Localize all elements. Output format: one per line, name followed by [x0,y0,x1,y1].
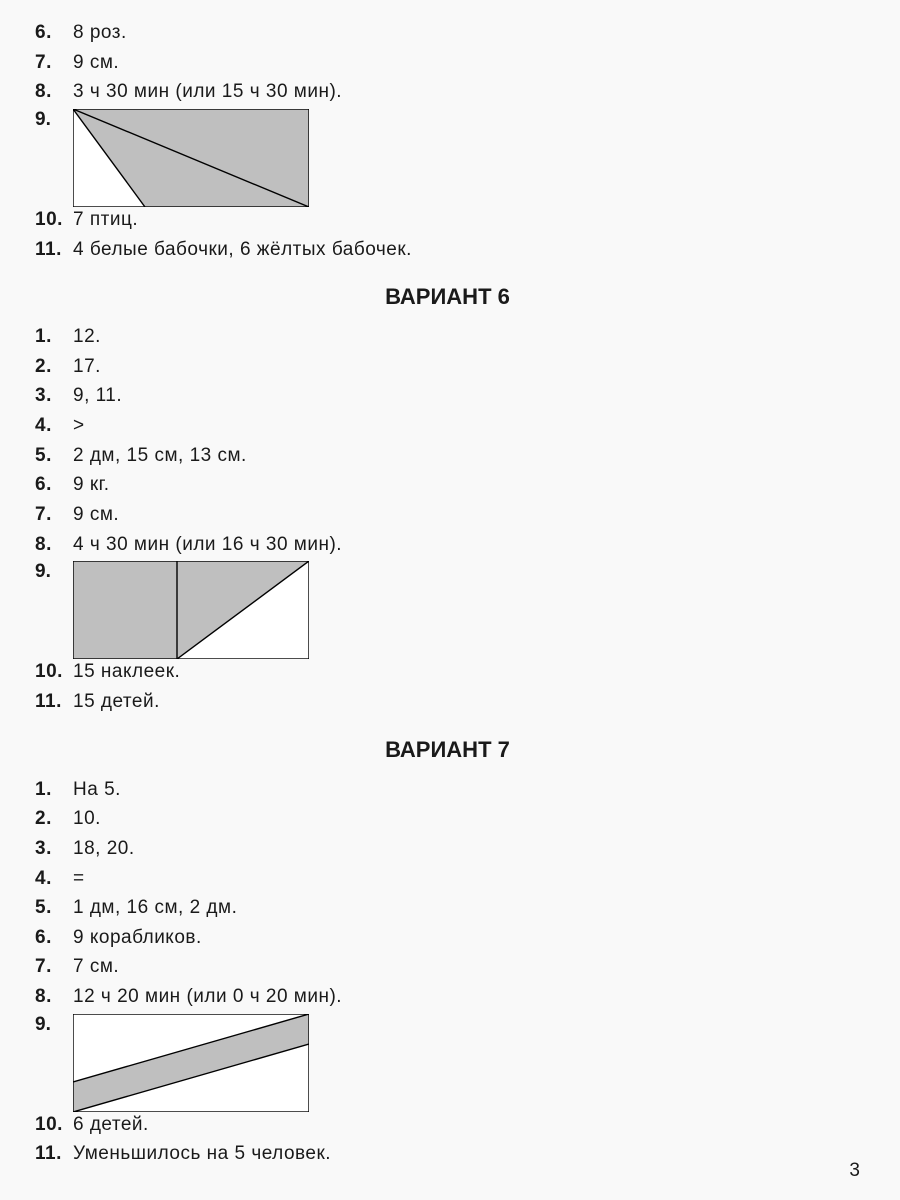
answer-row: 5.1 дм, 16 см, 2 дм. [35,895,860,921]
item-number: 4. [35,866,73,892]
item-answer: 2 дм, 15 см, 13 см. [73,443,860,469]
item-answer: 9 корабликов. [73,925,860,951]
answer-row: 1.12. [35,324,860,350]
item-number: 8. [35,532,73,558]
item-number: 10. [35,659,73,685]
diagram-9-v6: 9. [35,561,860,659]
answer-row: 4.= [35,866,860,892]
item-answer: 9 кг. [73,472,860,498]
answer-row: 3.18, 20. [35,836,860,862]
item-answer: 1 дм, 16 см, 2 дм. [73,895,860,921]
item-number: 5. [35,443,73,469]
item-answer: 8 роз. [73,20,860,46]
answer-row: 3.9, 11. [35,383,860,409]
answer-row: 2.10. [35,806,860,832]
item-number: 7. [35,50,73,76]
item-answer: 18, 20. [73,836,860,862]
answer-row: 10.7 птиц. [35,207,860,233]
answer-row: 7.9 см. [35,50,860,76]
answer-row: 6.9 корабликов. [35,925,860,951]
answer-row: 8.4 ч 30 мин (или 16 ч 30 мин). [35,532,860,558]
diagram-9-v7: 9. [35,1014,860,1112]
variant-7-heading: ВАРИАНТ 7 [35,737,860,763]
item-answer: 15 наклеек. [73,659,860,685]
answer-row: 8.3 ч 30 мин (или 15 ч 30 мин). [35,79,860,105]
item-number: 1. [35,324,73,350]
item-number: 10. [35,1112,73,1138]
answer-row: 1.На 5. [35,777,860,803]
geometry-diagram [73,1014,309,1112]
item-answer: 7 птиц. [73,207,860,233]
item-answer: 9 см. [73,502,860,528]
item-answer: На 5. [73,777,860,803]
answer-row: 11.4 белые бабочки, 6 жёлтых бабочек. [35,237,860,263]
item-answer: 9 см. [73,50,860,76]
answer-row: 2.17. [35,354,860,380]
answer-row: 8.12 ч 20 мин (или 0 ч 20 мин). [35,984,860,1010]
item-number: 6. [35,925,73,951]
item-answer: 12. [73,324,860,350]
answer-row: 6.8 роз. [35,20,860,46]
item-answer: 9, 11. [73,383,860,409]
item-answer: 12 ч 20 мин (или 0 ч 20 мин). [73,984,860,1010]
item-answer: 7 см. [73,954,860,980]
item-number: 2. [35,806,73,832]
answer-row: 11.Уменьшилось на 5 человек. [35,1141,860,1167]
item-number: 4. [35,413,73,439]
answer-row: 10.15 наклеек. [35,659,860,685]
item-number: 9. [35,109,73,131]
answer-row: 4.> [35,413,860,439]
item-answer: = [73,866,860,892]
item-answer: 10. [73,806,860,832]
item-number: 8. [35,79,73,105]
item-number: 7. [35,502,73,528]
item-answer: 3 ч 30 мин (или 15 ч 30 мин). [73,79,860,105]
item-number: 1. [35,777,73,803]
answer-row: 7.9 см. [35,502,860,528]
item-number: 6. [35,20,73,46]
geometry-diagram [73,109,309,207]
item-answer: 17. [73,354,860,380]
answer-row: 7.7 см. [35,954,860,980]
item-number: 9. [35,561,73,583]
item-answer: 4 ч 30 мин (или 16 ч 30 мин). [73,532,860,558]
item-number: 6. [35,472,73,498]
answer-row: 6.9 кг. [35,472,860,498]
variant-6-heading: ВАРИАНТ 6 [35,284,860,310]
item-answer: > [73,413,860,439]
item-answer: 15 детей. [73,689,860,715]
item-answer: 6 детей. [73,1112,860,1138]
item-answer: 4 белые бабочки, 6 жёлтых бабочек. [73,237,860,263]
diagram-9-top: 9. [35,109,860,207]
answer-row: 5.2 дм, 15 см, 13 см. [35,443,860,469]
item-number: 11. [35,689,73,715]
item-number: 3. [35,836,73,862]
item-number: 7. [35,954,73,980]
item-answer: Уменьшилось на 5 человек. [73,1141,860,1167]
geometry-diagram [73,561,309,659]
page-number: 3 [849,1160,860,1182]
item-number: 11. [35,237,73,263]
answer-row: 10.6 детей. [35,1112,860,1138]
item-number: 11. [35,1141,73,1167]
item-number: 5. [35,895,73,921]
item-number: 3. [35,383,73,409]
item-number: 10. [35,207,73,233]
item-number: 2. [35,354,73,380]
answer-row: 11.15 детей. [35,689,860,715]
item-number: 9. [35,1014,73,1036]
item-number: 8. [35,984,73,1010]
